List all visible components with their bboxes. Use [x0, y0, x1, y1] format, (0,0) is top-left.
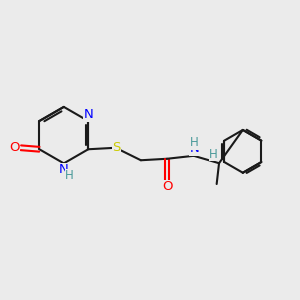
Text: N: N [190, 142, 199, 155]
Text: N: N [58, 164, 68, 176]
Text: H: H [209, 148, 218, 161]
Text: S: S [112, 141, 121, 154]
Text: O: O [9, 141, 20, 154]
Text: N: N [84, 108, 94, 121]
Text: O: O [162, 180, 172, 193]
Text: H: H [189, 136, 198, 149]
Text: H: H [65, 169, 74, 182]
